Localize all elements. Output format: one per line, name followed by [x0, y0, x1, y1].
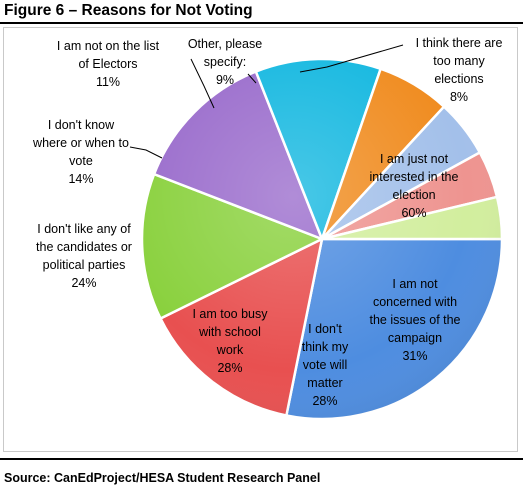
slice-label-line: elections	[434, 72, 483, 86]
slice-label-line: I don't like any of	[37, 222, 131, 236]
slice-label-elections: I think there are too many elections 8%	[416, 36, 503, 104]
slice-value-interested: 60%	[401, 206, 426, 220]
slice-label-line: I don't know	[48, 118, 115, 132]
leader-line-know	[129, 146, 163, 159]
slice-label-other: Other, please specify: 9%	[188, 37, 262, 87]
figure-title: Figure 6 – Reasons for Not Voting	[4, 2, 253, 19]
title-rule	[0, 22, 523, 24]
slice-label-line: election	[392, 188, 435, 202]
slice-value-elections: 8%	[450, 90, 468, 104]
slice-label-line: the issues of the	[369, 313, 460, 327]
slice-label-know: I don't know where or when to vote 14%	[32, 118, 129, 186]
slice-value-matter: 28%	[312, 394, 337, 408]
slice-label-line: work	[216, 343, 244, 357]
slice-label-line: I am not	[392, 277, 438, 291]
slice-label-candidates: I don't like any of the candidates or poli…	[36, 222, 132, 290]
source-rule	[0, 458, 523, 460]
slice-label-line: concerned with	[373, 295, 457, 309]
slice-label-matter: I don't think my vote will matter 28%	[302, 322, 349, 408]
slice-label-line: I don't	[308, 322, 342, 336]
slice-value-know: 14%	[68, 172, 93, 186]
slice-label-list: I am not on the list of Electors 11%	[57, 39, 160, 89]
slice-label-line: I am too busy	[192, 307, 268, 321]
leader-line-elections	[299, 44, 404, 73]
slice-label-line: with school	[198, 325, 261, 339]
slice-label-line: where or when to	[32, 136, 129, 150]
source-note: Source: CanEdProject/HESA Student Resear…	[4, 471, 321, 485]
leader-line-list	[190, 58, 215, 109]
slice-value-busy: 28%	[217, 361, 242, 375]
slice-label-line: think my	[302, 340, 349, 354]
slice-label-line: I think there are	[416, 36, 503, 50]
slice-label-line: specify:	[204, 55, 246, 69]
slice-value-other: 9%	[216, 73, 234, 87]
slice-label-busy: I am too busy with school work 28%	[192, 307, 268, 375]
slice-label-line: too many	[433, 54, 485, 68]
slice-label-concerned: I am not concerned with the issues of the c…	[369, 277, 460, 363]
slice-label-line: I am just not	[380, 152, 449, 166]
slice-label-line: political parties	[43, 258, 126, 272]
slice-value-candidates: 24%	[71, 276, 96, 290]
slice-label-line: vote	[69, 154, 93, 168]
slice-label-line: interested in the	[370, 170, 459, 184]
leader-line-other	[247, 73, 257, 84]
slice-label-line: matter	[307, 376, 342, 390]
slice-label-line: of Electors	[78, 57, 137, 71]
slice-value-list: 11%	[96, 75, 120, 89]
slice-label-line: Other, please	[188, 37, 262, 51]
slice-label-line: campaign	[388, 331, 442, 345]
slice-label-line: I am not on the list	[57, 39, 160, 53]
slice-label-interested: I am just not interested in the election 60…	[370, 152, 459, 220]
slice-value-concerned: 31%	[402, 349, 427, 363]
slice-label-line: the candidates or	[36, 240, 132, 254]
slice-label-line: vote will	[303, 358, 347, 372]
